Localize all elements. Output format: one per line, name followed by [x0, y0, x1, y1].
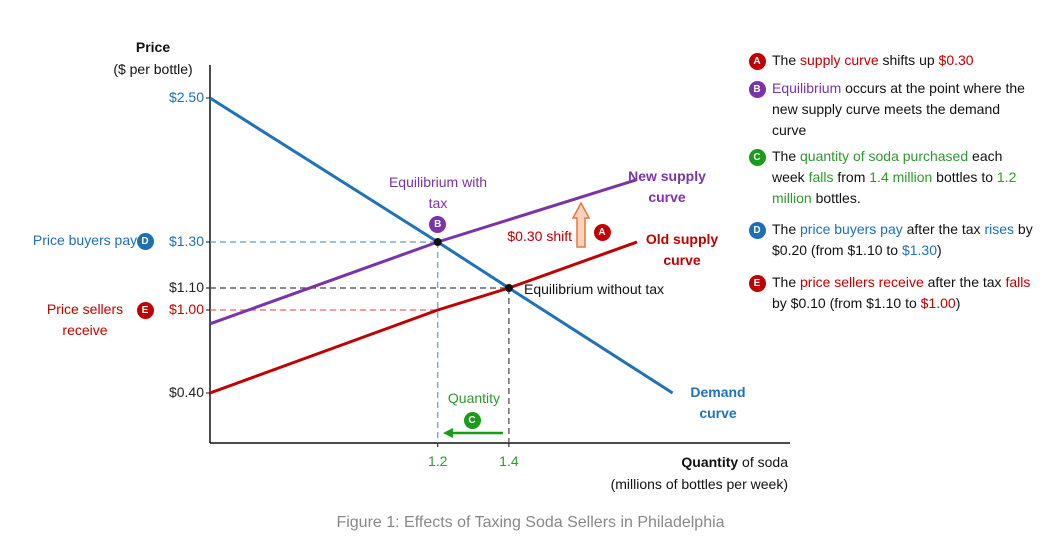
- note-text: price sellers receive: [800, 274, 924, 290]
- note-text: The: [772, 148, 801, 164]
- y-tick-label: $1.30: [168, 233, 204, 249]
- note: The supply curve shifts up $0.30: [772, 50, 1034, 71]
- y-tick-label: $0.40: [168, 384, 204, 400]
- x-axis-label: Quantity of soda: [681, 452, 788, 473]
- note-text: shifts up: [878, 52, 939, 68]
- badge: D: [748, 221, 766, 239]
- quantity-label: Quantity: [447, 390, 501, 406]
- x-tick-label: 1.4: [499, 453, 519, 469]
- caption: Figure 1: Effects of Taxing Soda Sellers…: [336, 514, 725, 531]
- y-axis-label: ($ per bottle): [113, 61, 193, 77]
- badge: C: [748, 148, 766, 166]
- series-line: [209, 240, 638, 395]
- series-label: Old supply curve: [645, 231, 719, 268]
- equilibrium-dot: [433, 238, 442, 246]
- note-text: bottles to: [932, 169, 997, 185]
- x-axis-label-line2: (millions of bottles per week): [610, 476, 788, 492]
- note-text: falls: [1005, 274, 1031, 290]
- note-text: falls: [808, 169, 834, 185]
- note-text: The: [772, 52, 801, 68]
- y-tick-label: $1.10: [168, 279, 204, 295]
- side-label: Price sellers receive: [46, 301, 124, 338]
- side-label: Price buyers pay: [32, 232, 138, 248]
- x-axis-label-bold: Quantity: [681, 454, 739, 470]
- series-line: [209, 96, 674, 395]
- shift-arrow: [571, 201, 591, 248]
- badge: A: [748, 52, 766, 70]
- note-text: by $0.20 (from $1.10 to: [772, 221, 1033, 258]
- y-axis-label: Price: [135, 39, 171, 55]
- note-text: The: [772, 221, 801, 237]
- note-text: each week: [772, 148, 1003, 185]
- point-label: Equilibrium with tax: [388, 174, 488, 211]
- note-text: after the tax: [923, 274, 1006, 290]
- note-text: quantity of soda purchased: [800, 148, 969, 164]
- note-text: after the tax: [902, 221, 985, 237]
- note-text: bottles.: [811, 190, 861, 206]
- note-text: The: [772, 274, 801, 290]
- note-text: supply curve: [800, 52, 879, 68]
- note-text: occurs at the point where the new supply…: [772, 80, 1025, 138]
- note-text: 1.4 million: [869, 169, 933, 185]
- y-tick-label: $2.50: [168, 89, 204, 105]
- note-text: $1.30: [901, 242, 938, 258]
- note-text: $1.00: [920, 295, 956, 311]
- badge: E: [136, 301, 154, 319]
- note-text: rises: [984, 221, 1015, 237]
- note-text: 1.2 million: [772, 169, 1017, 206]
- quantity-arrow-head: [443, 428, 453, 438]
- note: Equilibrium occurs at the point where th…: [772, 78, 1034, 141]
- equilibrium-dot: [504, 284, 513, 292]
- y-tick-label: $1.00: [168, 301, 204, 317]
- badge: B: [429, 215, 447, 233]
- note-text: price buyers pay: [800, 221, 903, 237]
- note: The quantity of soda purchased each week…: [772, 146, 1034, 209]
- note-text: Equilibrium: [772, 80, 842, 96]
- x-axis-label-rest: of soda: [738, 454, 788, 470]
- series-label: New supply curve: [628, 168, 706, 205]
- shift-label: $0.30 shift: [507, 228, 572, 244]
- note-text: ): [955, 295, 961, 311]
- note-text: by $0.10 (from $1.10 to: [772, 295, 921, 311]
- point-label: Equilibrium without tax: [524, 281, 665, 297]
- x-tick-label: 1.2: [427, 453, 448, 469]
- badge: D: [136, 232, 154, 250]
- badge: C: [463, 411, 481, 429]
- badge: A: [593, 223, 611, 241]
- note-text: $0.30: [938, 52, 974, 68]
- badge: B: [748, 80, 766, 98]
- badge: E: [748, 274, 766, 292]
- note: The price buyers pay after the tax rises…: [772, 219, 1034, 261]
- note-text: ): [937, 242, 942, 258]
- series-label: Demand curve: [690, 384, 746, 421]
- note: The price sellers receive after the tax …: [772, 272, 1034, 314]
- note-text: from: [833, 169, 870, 185]
